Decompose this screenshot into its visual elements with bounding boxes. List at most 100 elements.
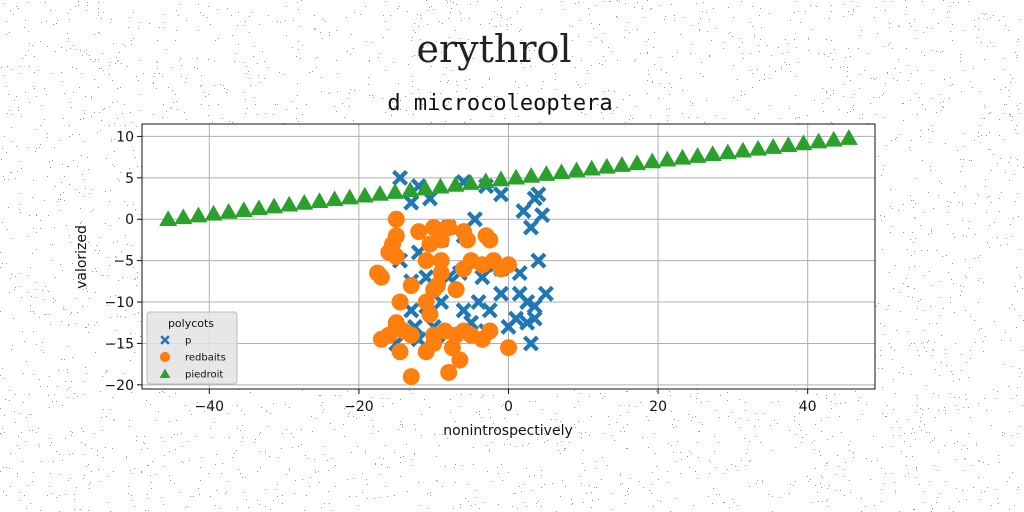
data-point-piedroit xyxy=(643,152,662,169)
data-point-piedroit xyxy=(204,204,223,221)
data-point-piedroit xyxy=(370,184,389,201)
data-point-piedroit xyxy=(764,138,783,154)
data-point-redbaits xyxy=(387,210,405,228)
y-tick-label: −10 xyxy=(104,295,134,311)
legend-marker-piedroit xyxy=(159,368,171,379)
data-point-piedroit xyxy=(325,190,344,207)
data-point-piedroit xyxy=(174,208,193,225)
chart-suptitle: erythrol xyxy=(416,27,571,71)
data-point-piedroit xyxy=(431,177,450,194)
data-point-piedroit xyxy=(340,188,359,205)
data-point-piedroit xyxy=(310,192,329,208)
data-point-piedroit xyxy=(416,179,435,196)
data-point-piedroit xyxy=(688,147,707,163)
y-tick-label: 0 xyxy=(125,212,134,228)
data-point-p xyxy=(522,219,539,236)
data-point-piedroit xyxy=(159,210,178,226)
data-point-piedroit xyxy=(673,148,692,165)
data-point-piedroit xyxy=(507,168,526,185)
legend-marker xyxy=(159,351,171,363)
data-point-redbaits xyxy=(425,219,443,237)
legend-entry-p: p xyxy=(160,335,191,347)
data-point-p xyxy=(534,207,551,224)
data-point-redbaits xyxy=(500,256,517,274)
data-point-p xyxy=(493,186,510,203)
x-axis-label: nonintrospectively xyxy=(443,423,573,439)
data-point-redbaits xyxy=(402,276,420,294)
data-point-p xyxy=(466,211,483,228)
data-point-redbaits xyxy=(440,219,458,237)
data-point-piedroit xyxy=(386,183,405,199)
data-point-piedroit xyxy=(537,165,556,181)
data-point-redbaits xyxy=(372,330,390,348)
data-point-redbaits xyxy=(391,293,409,311)
data-point-p xyxy=(515,202,532,219)
data-point-p xyxy=(493,285,510,302)
data-point-piedroit xyxy=(718,143,737,160)
data-point-piedroit xyxy=(794,134,813,151)
data-point-redbaits xyxy=(387,318,405,336)
legend-entry-piedroit: piedroit xyxy=(159,368,223,381)
data-point-piedroit xyxy=(401,181,420,198)
data-point-redbaits xyxy=(500,339,517,357)
legend-box xyxy=(146,311,238,385)
data-point-piedroit xyxy=(249,199,268,216)
data-point-piedroit xyxy=(824,130,843,147)
data-point-piedroit xyxy=(703,145,722,162)
data-point-piedroit xyxy=(733,141,752,158)
y-tick-label: −20 xyxy=(104,378,134,394)
y-tick-label: 10 xyxy=(116,129,134,145)
data-point-redbaits xyxy=(402,326,420,344)
y-tick-label: 5 xyxy=(125,171,134,187)
data-point-piedroit xyxy=(476,172,495,189)
data-point-piedroit xyxy=(628,154,647,171)
y-tick-label: −5 xyxy=(113,254,134,270)
data-point-piedroit xyxy=(355,186,374,203)
data-point-piedroit xyxy=(522,166,541,183)
data-point-piedroit xyxy=(552,163,571,180)
data-marks xyxy=(159,129,858,386)
data-point-piedroit xyxy=(491,170,510,187)
data-point-p xyxy=(403,194,420,211)
x-tick-label: 40 xyxy=(799,399,817,415)
data-point-redbaits xyxy=(387,248,405,265)
x-tick-label: −20 xyxy=(344,399,374,415)
data-point-redbaits xyxy=(440,363,458,381)
data-point-piedroit xyxy=(582,159,601,176)
legend-entry-redbaits: redbaits xyxy=(159,351,226,364)
data-point-piedroit xyxy=(749,139,768,156)
data-point-p xyxy=(455,302,472,319)
data-point-piedroit xyxy=(597,157,616,174)
data-point-redbaits xyxy=(447,281,465,299)
data-point-piedroit xyxy=(189,206,208,223)
data-point-redbaits xyxy=(421,235,439,253)
legend-title: polycots xyxy=(168,317,214,330)
data-point-piedroit xyxy=(567,161,586,178)
x-tick-label: 0 xyxy=(504,399,513,415)
legend-marker-redbaits xyxy=(159,351,171,363)
x-tick-label: 20 xyxy=(649,399,667,415)
data-point-p xyxy=(507,310,524,327)
legend-label: piedroit xyxy=(185,370,223,381)
data-point-p xyxy=(433,294,450,311)
data-point-redbaits xyxy=(443,339,461,357)
data-point-redbaits xyxy=(421,305,439,323)
data-point-piedroit xyxy=(280,195,299,212)
data-point-redbaits xyxy=(481,322,499,340)
data-point-p xyxy=(481,302,498,319)
data-point-redbaits xyxy=(402,368,420,386)
data-point-p xyxy=(522,335,539,352)
legend-marker xyxy=(160,335,170,345)
data-point-redbaits xyxy=(451,351,469,369)
legend: polycots p redbaits piedroit xyxy=(146,311,238,385)
data-point-piedroit xyxy=(658,150,677,167)
data-point-p xyxy=(537,285,554,302)
data-point-piedroit xyxy=(461,174,480,190)
data-point-redbaits xyxy=(391,343,409,361)
y-tick-label: −15 xyxy=(104,336,134,352)
legend-entries: p redbaits piedroit xyxy=(159,335,226,381)
legend-marker-p xyxy=(160,335,170,345)
legend-marker xyxy=(159,368,171,379)
y-axis-label: valorized xyxy=(74,225,90,289)
